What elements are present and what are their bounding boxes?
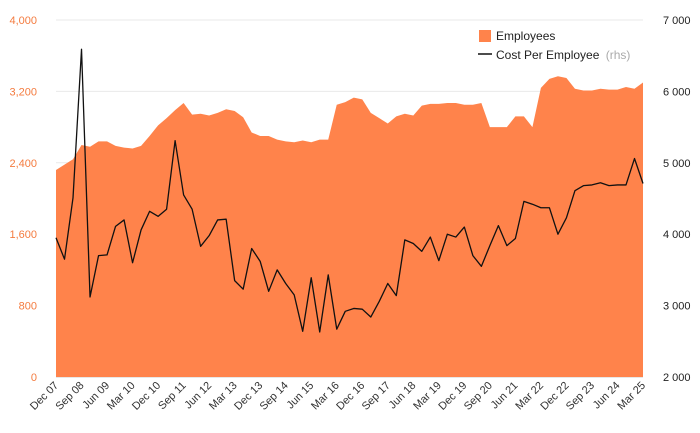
cost-per-employee-line: [55, 48, 644, 333]
right-axis-tick-label: 3 000: [663, 301, 691, 313]
legend-label-cost-per-employee: Cost Per Employee (rhs): [496, 48, 630, 62]
left-axis-tick-label: 1,600: [9, 229, 37, 241]
left-axis-tick-label: 4,000: [9, 15, 37, 27]
right-axis-tick-label: 5 000: [663, 158, 691, 170]
x-axis-tick-label: Sep 08: [53, 380, 86, 413]
left-axis-ticks: 0 800 1,600 2,400 3,200 4,000: [9, 15, 37, 384]
left-axis-tick-label: 3,200: [9, 86, 37, 98]
right-axis-tick-label: 7 000: [663, 15, 691, 27]
x-axis-tick-label: Sep 14: [258, 380, 291, 413]
left-axis-tick-label: 2,400: [9, 158, 37, 170]
x-axis-tick-label: Dec 10: [130, 380, 163, 413]
right-axis-tick-label: 2 000: [663, 372, 691, 384]
employees-area: [56, 76, 643, 377]
x-axis-tick-label: Sep 23: [564, 380, 597, 413]
left-axis-tick-label: 800: [19, 301, 37, 313]
legend: Employees Cost Per Employee (rhs): [478, 29, 630, 62]
x-axis-tick-label: Sep 11: [156, 380, 189, 413]
legend-label-employees: Employees: [496, 29, 555, 43]
left-axis-tick-label: 0: [31, 372, 37, 384]
x-axis-tick-label: Sep 17: [360, 380, 393, 413]
right-axis-ticks: 2 000 3 000 4 000 5 000 6 000 7 000: [663, 15, 691, 384]
right-axis-tick-label: 6 000: [663, 86, 691, 98]
x-axis-tick-label: Mar 25: [615, 380, 648, 413]
legend-swatch-employees: [479, 30, 491, 42]
right-axis-tick-label: 4 000: [663, 229, 691, 241]
x-axis-tick-label: Sep 20: [462, 380, 495, 413]
